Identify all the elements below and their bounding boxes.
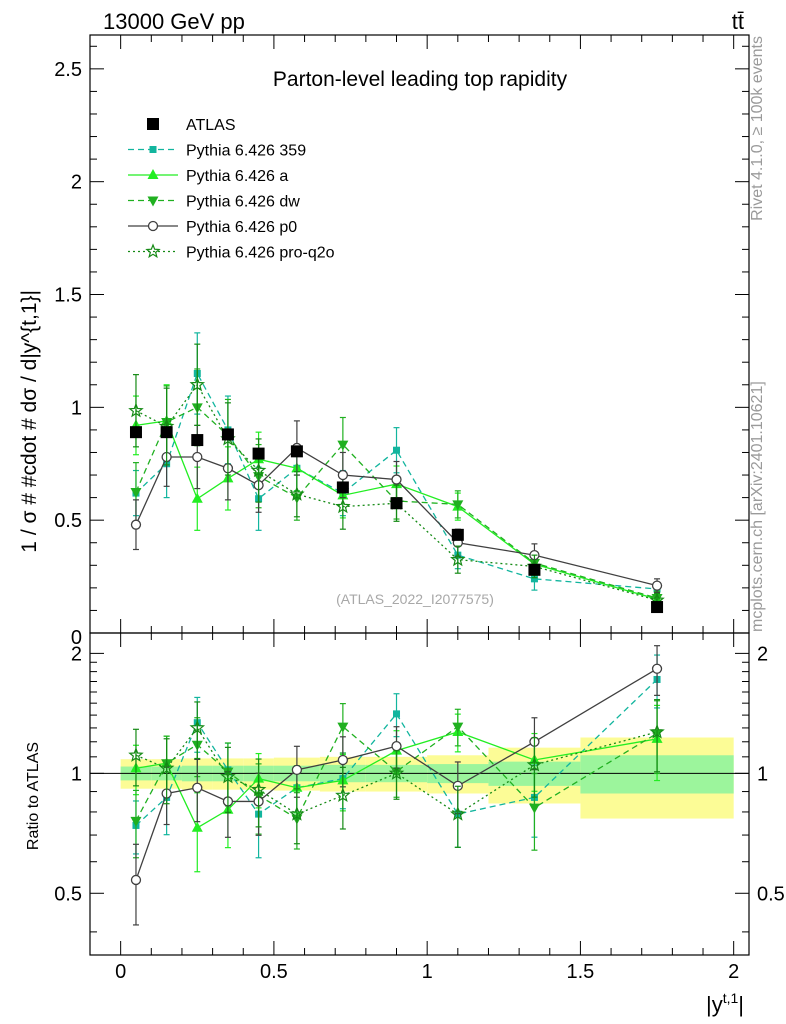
legend-marker <box>147 220 159 232</box>
ratio-point <box>191 821 203 832</box>
ratio-y-axis-label: Ratio to ATLAS <box>25 742 42 850</box>
ratio-point <box>393 710 401 718</box>
legend-label-atlas: ATLAS <box>186 117 236 134</box>
y-tick-label: 1.5 <box>54 285 82 307</box>
y-tick-label: 2.5 <box>54 59 82 81</box>
ratio-point <box>388 765 405 780</box>
ratio-point <box>450 805 466 821</box>
legend-label: Pythia 6.426 pro-q2o <box>186 245 335 262</box>
ratio-point <box>452 722 464 733</box>
ratio-point <box>651 663 663 674</box>
atlas-point <box>221 428 234 441</box>
data-point <box>189 376 206 392</box>
atlas-point <box>290 445 303 458</box>
data-point <box>128 402 144 418</box>
legend-marker <box>147 169 159 179</box>
data-point <box>450 551 466 567</box>
data-point <box>651 580 663 591</box>
ratio-y-tick-label: 2 <box>71 643 82 665</box>
ratio-point <box>130 816 142 827</box>
data-point <box>191 492 203 503</box>
legend-label: Pythia 6.426 a <box>186 168 288 185</box>
ratio-point <box>130 874 142 886</box>
ratio-point <box>189 719 206 735</box>
mcplots-label: mcplots.cern.ch [arXiv:2401.10621] <box>749 381 766 632</box>
atlas-point <box>252 447 265 460</box>
data-point <box>192 451 203 463</box>
ratio-series-4 <box>128 699 665 848</box>
ratio-point <box>250 781 267 797</box>
atlas-point <box>651 601 664 614</box>
ratio-point <box>158 760 175 775</box>
legend-marker <box>145 243 161 259</box>
atlas-point <box>528 563 541 576</box>
ratio-point <box>335 787 351 803</box>
data-point <box>130 487 142 498</box>
ratio-point <box>192 782 203 793</box>
x-tick-label: 2 <box>728 961 739 983</box>
legend: ATLAS Pythia 6.426 359 Pythia 6.426 a Pythi… <box>128 117 335 262</box>
ratio-point <box>528 803 540 814</box>
ratio-point <box>337 754 349 766</box>
atlas-point <box>160 426 173 439</box>
ratio-point <box>291 764 303 776</box>
data-point <box>130 519 142 530</box>
data-point <box>530 575 538 583</box>
ratio-series-line <box>135 679 658 826</box>
y-axis-label: 1 / σ # #cdot # dσ / d|y^{t,1}| <box>18 290 41 553</box>
ratio-y-tick-label-right: 2 <box>757 643 768 665</box>
ratio-point <box>391 741 402 752</box>
y-tick-label: 1 <box>71 397 82 419</box>
data-point <box>452 500 464 511</box>
atlas-point <box>451 528 464 541</box>
ratio-point <box>649 723 665 739</box>
x-tick-label: 0.5 <box>260 961 288 983</box>
legend-marker <box>147 196 159 207</box>
data-point <box>393 446 401 454</box>
atlas-point <box>390 497 403 510</box>
header-energy-label: 13000 GeV pp <box>103 9 245 34</box>
y-tick-label: 2 <box>71 172 82 194</box>
header-process-label: tt̄ <box>732 9 744 34</box>
ratio-frame <box>89 632 750 956</box>
ratio-point <box>337 722 349 733</box>
ratio-point <box>128 747 144 762</box>
ratio-y-tick-label: 1 <box>71 763 82 785</box>
ratio-y-tick-label-right: 0.5 <box>757 883 785 905</box>
data-point <box>250 462 267 478</box>
legend-label: Pythia 6.426 359 <box>186 143 306 160</box>
atlas-point <box>336 481 349 494</box>
legend-marker-atlas <box>147 118 159 130</box>
main-panel: 0.5 1 1.5 2 2.5 0 Parton-level leading top ra… <box>18 34 750 649</box>
chart-title: Parton-level leading top rapidity <box>273 68 568 91</box>
x-axis-label: |yt,1| <box>706 990 744 1017</box>
x-tick-label: 1.5 <box>567 961 595 983</box>
atlas-point <box>191 434 204 447</box>
ratio-point <box>526 756 543 772</box>
data-point <box>337 469 349 481</box>
legend-label: Pythia 6.426 p0 <box>186 219 297 236</box>
y-tick-label-zero: 0 <box>71 627 82 649</box>
rivet-version-label: Rivet 4.1.0, ≥ 100k events <box>749 36 766 221</box>
x-tick-label: 0 <box>115 961 126 983</box>
legend-label: Pythia 6.426 dw <box>186 194 300 211</box>
ratio-point <box>220 768 236 784</box>
x-tick-label: 1 <box>422 961 433 983</box>
legend-marker <box>149 146 157 153</box>
ratio-panel: 0 0.5 1 1.5 2 0.5 0.5 1 1 2 2 Ratio to ATLAS <box>25 632 785 983</box>
data-point <box>391 474 402 485</box>
atlas-data <box>129 426 664 614</box>
data-point <box>335 498 351 514</box>
ratio-point <box>289 805 305 821</box>
ratio-y-tick-label-right: 1 <box>757 763 768 785</box>
data-point <box>289 486 305 501</box>
analysis-watermark: (ATLAS_2022_I2077575) <box>336 591 494 607</box>
ratio-y-tick-label: 0.5 <box>54 883 82 905</box>
data-point <box>337 440 349 451</box>
y-tick-label: 0.5 <box>54 510 82 532</box>
series-line <box>135 371 658 590</box>
atlas-point <box>129 426 142 439</box>
